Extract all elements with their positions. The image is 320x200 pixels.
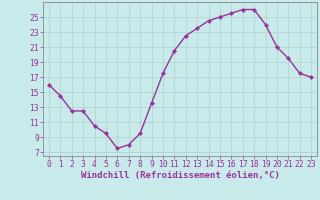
X-axis label: Windchill (Refroidissement éolien,°C): Windchill (Refroidissement éolien,°C) [81,171,279,180]
